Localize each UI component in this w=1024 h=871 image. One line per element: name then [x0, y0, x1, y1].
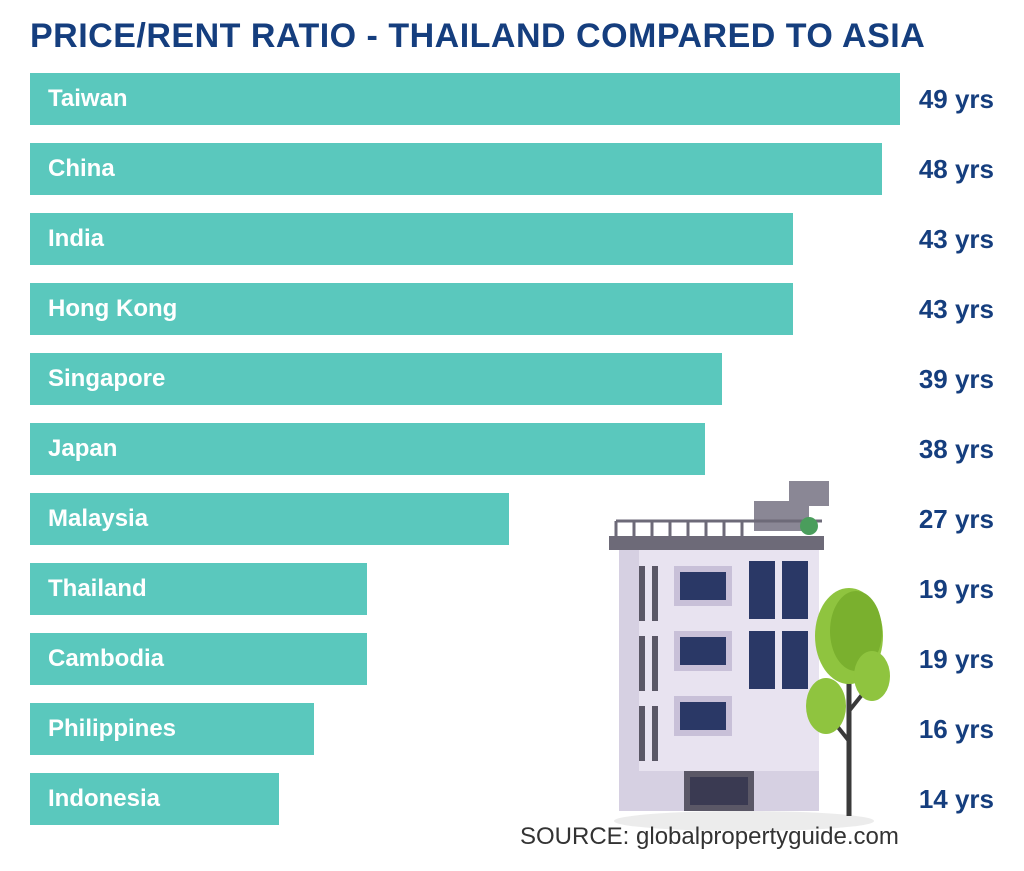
- bar-value: 14 yrs: [904, 784, 994, 815]
- bar-track: India: [30, 213, 900, 265]
- bar-value: 49 yrs: [904, 84, 994, 115]
- bar-row: Japan 38 yrs: [30, 423, 994, 475]
- bar-value: 39 yrs: [904, 364, 994, 395]
- bar-row: China 48 yrs: [30, 143, 994, 195]
- bar-value: 43 yrs: [904, 294, 994, 325]
- bar-label: Taiwan: [48, 85, 128, 113]
- bar: Hong Kong: [30, 283, 793, 335]
- bar-row: Singapore 39 yrs: [30, 353, 994, 405]
- bar-track: Indonesia: [30, 773, 900, 825]
- bar-label: Cambodia: [48, 645, 164, 673]
- bar-row: India 43 yrs: [30, 213, 994, 265]
- bar-row: Indonesia 14 yrs: [30, 773, 994, 825]
- bar-row: Taiwan 49 yrs: [30, 73, 994, 125]
- bar-row: Malaysia 27 yrs: [30, 493, 994, 545]
- bar: Indonesia: [30, 773, 279, 825]
- bar-value: 48 yrs: [904, 154, 994, 185]
- bar-value: 38 yrs: [904, 434, 994, 465]
- bar: India: [30, 213, 793, 265]
- bar: Taiwan: [30, 73, 900, 125]
- bar-track: Japan: [30, 423, 900, 475]
- bar-label: China: [48, 155, 115, 183]
- bar-track: Malaysia: [30, 493, 900, 545]
- bar: Thailand: [30, 563, 367, 615]
- source-label: SOURCE: globalpropertyguide.com: [520, 823, 899, 851]
- bar-row: Cambodia 19 yrs: [30, 633, 994, 685]
- bar-value: 16 yrs: [904, 714, 994, 745]
- bar-value: 43 yrs: [904, 224, 994, 255]
- bar-label: Philippines: [48, 715, 176, 743]
- bar-track: Singapore: [30, 353, 900, 405]
- bar-track: Cambodia: [30, 633, 900, 685]
- bar-label: Thailand: [48, 575, 147, 603]
- bar-value: 19 yrs: [904, 574, 994, 605]
- bar-track: Thailand: [30, 563, 900, 615]
- chart-title: PRICE/RENT RATIO - THAILAND COMPARED TO …: [30, 18, 994, 55]
- bar: Philippines: [30, 703, 314, 755]
- bar-row: Thailand 19 yrs: [30, 563, 994, 615]
- bar-track: Philippines: [30, 703, 900, 755]
- bar-label: Malaysia: [48, 505, 148, 533]
- bar-row: Hong Kong 43 yrs: [30, 283, 994, 335]
- bar-chart: Taiwan49 yrsChina48 yrsIndia43 yrsHong K…: [30, 73, 994, 825]
- bar-label: Indonesia: [48, 785, 160, 813]
- bar-label: Hong Kong: [48, 295, 177, 323]
- bar: Cambodia: [30, 633, 367, 685]
- bar-track: China: [30, 143, 900, 195]
- bar-label: Singapore: [48, 365, 165, 393]
- bar: Japan: [30, 423, 705, 475]
- bar-value: 27 yrs: [904, 504, 994, 535]
- bar-track: Taiwan: [30, 73, 900, 125]
- bar-row: Philippines 16 yrs: [30, 703, 994, 755]
- bar: Singapore: [30, 353, 722, 405]
- bar-label: Japan: [48, 435, 117, 463]
- bar-track: Hong Kong: [30, 283, 900, 335]
- bar: China: [30, 143, 882, 195]
- bar-value: 19 yrs: [904, 644, 994, 675]
- bar: Malaysia: [30, 493, 509, 545]
- chart-container: PRICE/RENT RATIO - THAILAND COMPARED TO …: [0, 0, 1024, 871]
- bar-label: India: [48, 225, 104, 253]
